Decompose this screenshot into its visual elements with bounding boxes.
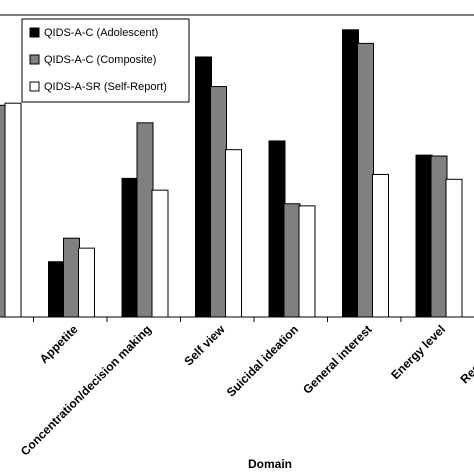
bar-self-view-series-0 <box>195 56 212 318</box>
bar-energy-level-series-0 <box>415 154 433 318</box>
bar-suicidal-ideation-series-1 <box>283 203 301 318</box>
x-ticks-group <box>33 317 402 322</box>
bar-suicidal-ideation-series-0 <box>268 140 286 318</box>
legend-label-adolescent: QIDS-A-C (Adolescent) <box>44 27 158 39</box>
bar-suicidal-ideation-series-2 <box>298 205 316 318</box>
bar-energy-level-series-2 <box>445 178 463 318</box>
x-tick-label: Restlessness <box>457 322 474 386</box>
legend-label-self-report: QIDS-A-SR (Self-Report) <box>44 81 167 93</box>
bar-concentration-decision-making-series-1 <box>136 122 154 318</box>
bar-general-interest-series-2 <box>372 173 389 318</box>
bar-appetite-series-1 <box>63 237 80 318</box>
bar-concentration-decision-making-series-2 <box>151 189 169 318</box>
bar-general-interest-series-1 <box>357 42 374 318</box>
legend-swatch-composite <box>29 54 40 65</box>
bar-self-view-series-2 <box>225 149 242 318</box>
x-tick-label: Self view <box>181 322 228 369</box>
x-tick-label: Concentration/decision making <box>18 322 154 458</box>
bar-self-view-series-1 <box>210 86 227 318</box>
x-axis-title: Domain <box>248 457 292 471</box>
legend-swatch-adolescent <box>29 27 40 38</box>
bar-general-interest-series-0 <box>342 29 359 318</box>
bar-appetite-series-2 <box>78 247 95 318</box>
legend: QIDS-A-C (Adolescent) QIDS-A-C (Composit… <box>21 18 190 103</box>
bar-concentration-decision-making-series-0 <box>121 177 139 318</box>
bar-appetite-series-0 <box>48 261 65 318</box>
x-tick-label: Appetite <box>37 322 81 366</box>
x-tick-label: Suicidal ideation <box>224 322 301 399</box>
legend-swatch-self-report <box>29 81 40 92</box>
x-tick-label: General interest <box>300 322 375 397</box>
bar-category-0-series-2 <box>4 102 22 318</box>
legend-label-composite: QIDS-A-C (Composite) <box>44 54 156 66</box>
bars-group <box>0 29 463 318</box>
legend-box <box>21 18 190 103</box>
x-tick-label: Energy level <box>388 322 448 382</box>
bar-energy-level-series-1 <box>430 155 448 318</box>
